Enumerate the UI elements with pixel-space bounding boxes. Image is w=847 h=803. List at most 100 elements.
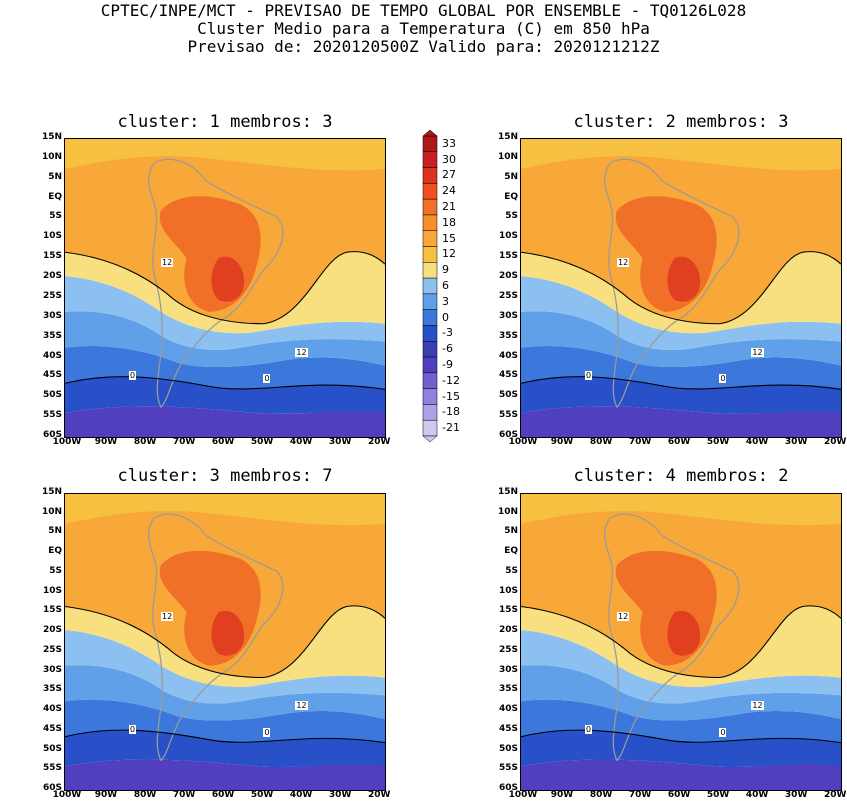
- lat-tick-label: 10N: [497, 506, 518, 517]
- lon-tick-label: 30W: [328, 790, 352, 800]
- lat-tick-label: 55S: [498, 410, 518, 421]
- lat-tick-label: 30S: [42, 664, 62, 675]
- lat-tick-label: 25S: [498, 290, 518, 301]
- lat-tick-label: 10S: [498, 231, 518, 242]
- contour-label: 0: [719, 727, 727, 737]
- colorbar-swatch: [422, 246, 438, 263]
- lat-tick-label: EQ: [48, 191, 62, 202]
- lat-tick-label: 5N: [504, 526, 518, 537]
- colorbar-swatch: [422, 167, 438, 184]
- contour-label: 12: [617, 258, 630, 268]
- lat-tick-label: 5S: [505, 211, 518, 222]
- lon-tick-label: 60W: [211, 437, 235, 447]
- lat-tick-label: 15S: [498, 251, 518, 262]
- lon-tick-label: 40W: [745, 790, 769, 800]
- lat-tick-label: 10N: [41, 506, 62, 517]
- contour-label: 12: [751, 701, 764, 711]
- lon-tick-label: 30W: [328, 437, 352, 447]
- panel-title-3: cluster: 3 membros: 7: [117, 466, 333, 486]
- colorbar-swatch: [422, 151, 438, 168]
- contour-label: 12: [161, 612, 174, 622]
- lat-tick-label: 15S: [42, 251, 62, 262]
- lon-tick-label: 20W: [367, 437, 391, 447]
- lon-tick-label: 70W: [628, 790, 652, 800]
- colorbar-label: 18: [442, 215, 456, 229]
- contour-label: 0: [719, 374, 727, 384]
- lon-tick-label: 100W: [52, 437, 82, 447]
- lat-tick-label: 50S: [498, 390, 518, 401]
- colorbar-swatch: [422, 293, 438, 310]
- colorbar-swatch: [422, 356, 438, 374]
- contour-label: 0: [585, 724, 593, 734]
- lat-tick-label: 20S: [42, 271, 62, 282]
- lon-tick-label: 50W: [250, 790, 274, 800]
- lon-tick-label: 80W: [589, 790, 613, 800]
- lat-tick-label: EQ: [48, 546, 62, 557]
- lat-tick-label: 10S: [42, 585, 62, 596]
- lat-tick-label: 30S: [498, 664, 518, 675]
- lat-tick-label: 40S: [498, 704, 518, 715]
- lat-tick-label: 35S: [42, 684, 62, 695]
- colorbar: [422, 130, 438, 442]
- colorbar-label: -6: [442, 342, 453, 356]
- lon-tick-label: 90W: [94, 437, 118, 447]
- temperature-field: [521, 494, 841, 790]
- lat-tick-label: 55S: [498, 763, 518, 774]
- lat-tick-label: 15S: [42, 605, 62, 616]
- colorbar-swatch: [422, 183, 438, 200]
- lat-tick-label: 5S: [49, 565, 62, 576]
- lat-tick-label: 15N: [497, 132, 518, 142]
- lat-tick-label: 10S: [42, 231, 62, 242]
- lat-tick-label: 45S: [42, 723, 62, 734]
- lon-tick-label: 60W: [667, 437, 691, 447]
- lat-tick-label: 50S: [42, 743, 62, 754]
- colorbar-label: 33: [442, 136, 456, 150]
- lat-tick-label: 35S: [42, 330, 62, 341]
- coastline: [603, 158, 740, 409]
- panel-title-2: cluster: 2 membros: 3: [573, 112, 789, 132]
- header-line-3: Previsao de: 2020120500Z Valido para: 20…: [187, 37, 660, 56]
- contour-label: 0: [129, 724, 137, 734]
- colorbar-swatch: [422, 262, 438, 279]
- colorbar-label: -15: [442, 389, 460, 403]
- contour-label: 12: [751, 347, 764, 357]
- panel-title-4: cluster: 4 membros: 2: [573, 466, 789, 486]
- lat-tick-label: 20S: [42, 625, 62, 636]
- colorbar-label: -9: [442, 357, 453, 371]
- temperature-field: [65, 494, 385, 790]
- colorbar-top-arrow: [422, 130, 438, 137]
- lat-tick-label: 55S: [42, 763, 62, 774]
- lat-tick-label: 35S: [498, 330, 518, 341]
- contour-label: 0: [129, 371, 137, 381]
- lat-tick-label: 15S: [498, 605, 518, 616]
- colorbar-label: 0: [442, 310, 449, 324]
- colorbar-label: 21: [442, 200, 456, 214]
- lat-tick-label: 20S: [498, 271, 518, 282]
- lon-tick-label: 30W: [784, 437, 808, 447]
- lon-tick-label: 90W: [94, 790, 118, 800]
- map-panel-4: 12 12 0 0: [520, 493, 842, 791]
- lat-tick-label: 35S: [498, 684, 518, 695]
- lon-tick-label: 30W: [784, 790, 808, 800]
- lat-tick-label: 40S: [498, 350, 518, 361]
- colorbar-label: -12: [442, 373, 460, 387]
- lat-tick-label: 60S: [42, 430, 62, 440]
- lon-tick-label: 20W: [367, 790, 391, 800]
- lon-tick-label: 100W: [52, 790, 82, 800]
- lat-tick-label: 25S: [42, 290, 62, 301]
- colorbar-swatch: [422, 325, 438, 342]
- lat-tick-label: 45S: [42, 370, 62, 381]
- contour-label: 12: [295, 347, 308, 357]
- coastline: [147, 158, 284, 409]
- lat-tick-label: 40S: [42, 350, 62, 361]
- lon-tick-label: 50W: [706, 437, 730, 447]
- map-panel-2: 12 12 0 0: [520, 138, 842, 438]
- contour-label: 12: [295, 701, 308, 711]
- lon-tick-label: 60W: [667, 790, 691, 800]
- lat-tick-label: 5N: [48, 171, 62, 182]
- lat-tick-label: 5N: [48, 526, 62, 537]
- lat-tick-label: 45S: [498, 723, 518, 734]
- lat-tick-label: 60S: [498, 430, 518, 440]
- colorbar-swatch: [422, 388, 438, 405]
- lon-tick-label: 70W: [172, 437, 196, 447]
